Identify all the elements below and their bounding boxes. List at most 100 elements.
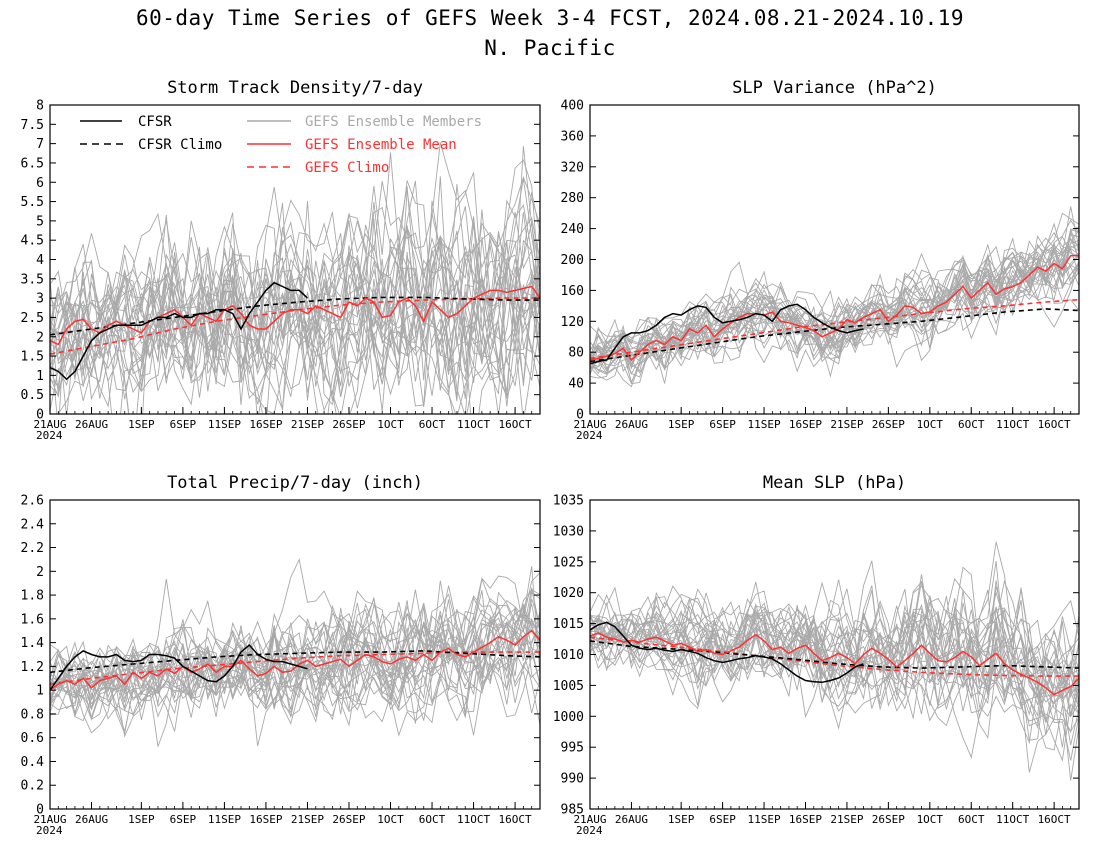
storm-track-density-ytick-label: 3 bbox=[36, 292, 44, 307]
storm-track-density-xtick-label: 21AUG bbox=[33, 418, 66, 431]
mean-slp-series-gefs-ensemble-mean bbox=[590, 632, 1079, 696]
storm-track-density-xtick-label: 1SEP bbox=[128, 418, 155, 431]
panel-storm-track-density: Storm Track Density/7-day 0 0.5 1 1.5 2 2.5 3 3.… bbox=[21, 78, 541, 442]
storm-track-density-member-line bbox=[50, 245, 540, 392]
slp-variance-series-gefs-ensemble-mean bbox=[590, 254, 1079, 362]
mean-slp-member-line bbox=[590, 597, 1079, 715]
slp-variance-title: SLP Variance (hPa^2) bbox=[732, 78, 937, 98]
mean-slp-ytick-label: 985 bbox=[561, 803, 584, 818]
panel-slp-variance: SLP Variance (hPa^2) 0 40 80 120 160 200 240 280… bbox=[561, 78, 1080, 442]
total-precip-frame bbox=[49, 499, 541, 810]
storm-track-density-year-label: 2024 bbox=[36, 429, 63, 442]
storm-track-density-xtick-label: 21SEP bbox=[291, 418, 324, 431]
mean-slp-member-line bbox=[590, 579, 1079, 727]
slp-variance-member-line bbox=[590, 237, 1079, 368]
total-precip-ytick-label: 1.4 bbox=[21, 636, 45, 651]
storm-track-density-member-line bbox=[50, 192, 540, 414]
legend-label-cfsr-climo: CFSR Climo bbox=[138, 137, 222, 153]
mean-slp-ytick-label: 1010 bbox=[553, 648, 584, 663]
total-precip-xtick-label: 11SEP bbox=[208, 813, 241, 826]
total-precip-member-line bbox=[50, 590, 540, 725]
slp-variance-member-line bbox=[590, 246, 1079, 373]
total-precip-xtick-label: 1OCT bbox=[377, 813, 404, 826]
storm-track-density-member-line bbox=[50, 222, 540, 396]
total-precip-xtick-label: 11OCT bbox=[457, 813, 490, 826]
figure-title: 60-day Time Series of GEFS Week 3-4 FCST… bbox=[135, 6, 964, 30]
mean-slp-xtick-label: 1SEP bbox=[668, 813, 695, 826]
legend-label-cfsr: CFSR bbox=[138, 114, 172, 130]
total-precip-xtick-label: 26AUG bbox=[75, 813, 108, 826]
slp-variance-xtick-label: 6SEP bbox=[709, 418, 736, 431]
slp-variance-xtick-label: 11OCT bbox=[996, 418, 1029, 431]
total-precip-ytick-label: 2.2 bbox=[21, 541, 44, 556]
storm-track-density-ytick-label: 5.5 bbox=[21, 195, 44, 210]
total-precip-member-line bbox=[50, 600, 540, 738]
storm-track-density-ytick-label: 1 bbox=[36, 369, 44, 384]
slp-variance-ytick-label: 40 bbox=[568, 377, 584, 392]
total-precip-member-line bbox=[50, 596, 540, 717]
total-precip-series-cfsr-climo bbox=[50, 650, 540, 674]
total-precip-xtick-label: 26SEP bbox=[332, 813, 365, 826]
storm-track-density-xtick-label: 16OCT bbox=[499, 418, 532, 431]
storm-track-density-xtick-label: 16SEP bbox=[249, 418, 282, 431]
slp-variance-xtick-label: 1SEP bbox=[668, 418, 695, 431]
total-precip-ytick-label: 0.2 bbox=[21, 779, 44, 794]
storm-track-density-xtick-label: 6SEP bbox=[170, 418, 197, 431]
slp-variance-ytick-label: 80 bbox=[568, 346, 584, 361]
total-precip-title: Total Precip/7-day (inch) bbox=[167, 473, 423, 493]
total-precip-member-line bbox=[50, 577, 540, 710]
slp-variance-xtick-label: 16OCT bbox=[1038, 418, 1071, 431]
storm-track-density-series-cfsr bbox=[50, 281, 309, 381]
total-precip-member-line bbox=[50, 572, 540, 715]
mean-slp-member-line bbox=[590, 604, 1079, 759]
mean-slp-xtick-label: 16OCT bbox=[1038, 813, 1071, 826]
total-precip-xtick-label: 16OCT bbox=[499, 813, 532, 826]
mean-slp-ytick-label: 995 bbox=[561, 741, 584, 756]
mean-slp-xtick-label: 11SEP bbox=[747, 813, 780, 826]
storm-track-density-members bbox=[50, 142, 540, 414]
slp-variance-xtick-label: 11SEP bbox=[747, 418, 780, 431]
total-precip-ytick-label: 1.2 bbox=[21, 660, 44, 675]
storm-track-density-ytick-label: 8 bbox=[36, 99, 44, 114]
total-precip-series-gefs-ensemble-mean bbox=[50, 629, 540, 691]
total-precip-xtick-label: 16SEP bbox=[249, 813, 282, 826]
slp-variance-member-line bbox=[590, 226, 1079, 378]
total-precip-ytick-label: 2.4 bbox=[21, 517, 45, 532]
mean-slp-member-line bbox=[590, 611, 1079, 781]
mean-slp-ytick-label: 1005 bbox=[553, 679, 584, 694]
figure-region: N. Pacific bbox=[484, 36, 616, 60]
total-precip-member-line bbox=[50, 595, 540, 736]
total-precip-member-line bbox=[50, 604, 540, 724]
mean-slp-xtick-label: 21SEP bbox=[830, 813, 863, 826]
slp-variance-member-line bbox=[590, 227, 1079, 362]
slp-variance-xtick-label: 21SEP bbox=[830, 418, 863, 431]
mean-slp-member-line bbox=[590, 581, 1079, 751]
slp-variance-series-cfsr bbox=[590, 303, 864, 365]
total-precip-member-line bbox=[50, 602, 540, 718]
mean-slp-member-line bbox=[590, 541, 1079, 733]
slp-variance-member-line bbox=[590, 267, 1079, 374]
slp-variance-xtick-label: 26AUG bbox=[615, 418, 648, 431]
storm-track-density-xtick-label: 11OCT bbox=[457, 418, 490, 431]
legend-label-gefs-climo: GEFS Climo bbox=[305, 160, 389, 176]
slp-variance-series-cfsr-climo bbox=[590, 308, 1079, 363]
total-precip-ytick-label: 0.4 bbox=[21, 755, 45, 770]
mean-slp-ytick-label: 1030 bbox=[553, 524, 584, 539]
storm-track-density-ytick-label: 2 bbox=[36, 330, 44, 345]
mean-slp-xtick-label: 6SEP bbox=[709, 813, 736, 826]
total-precip-ytick-label: 0.6 bbox=[21, 731, 44, 746]
total-precip-series-cfsr bbox=[50, 643, 308, 691]
mean-slp-series-cfsr bbox=[590, 621, 864, 684]
total-precip-member-line bbox=[50, 604, 540, 736]
slp-variance-xtick-label: 1OCT bbox=[917, 418, 944, 431]
slp-variance-member-line bbox=[590, 231, 1079, 376]
slp-variance-member-line bbox=[590, 238, 1079, 381]
total-precip-xtick-label: 6OCT bbox=[419, 813, 446, 826]
slp-variance-ytick-label: 160 bbox=[561, 284, 584, 299]
slp-variance-member-line bbox=[590, 222, 1079, 360]
total-precip-ytick-label: 0.8 bbox=[21, 707, 44, 722]
total-precip-ytick-label: 1.6 bbox=[21, 612, 44, 627]
legend-label-members: GEFS Ensemble Members bbox=[305, 114, 482, 130]
mean-slp-member-line bbox=[590, 589, 1079, 745]
